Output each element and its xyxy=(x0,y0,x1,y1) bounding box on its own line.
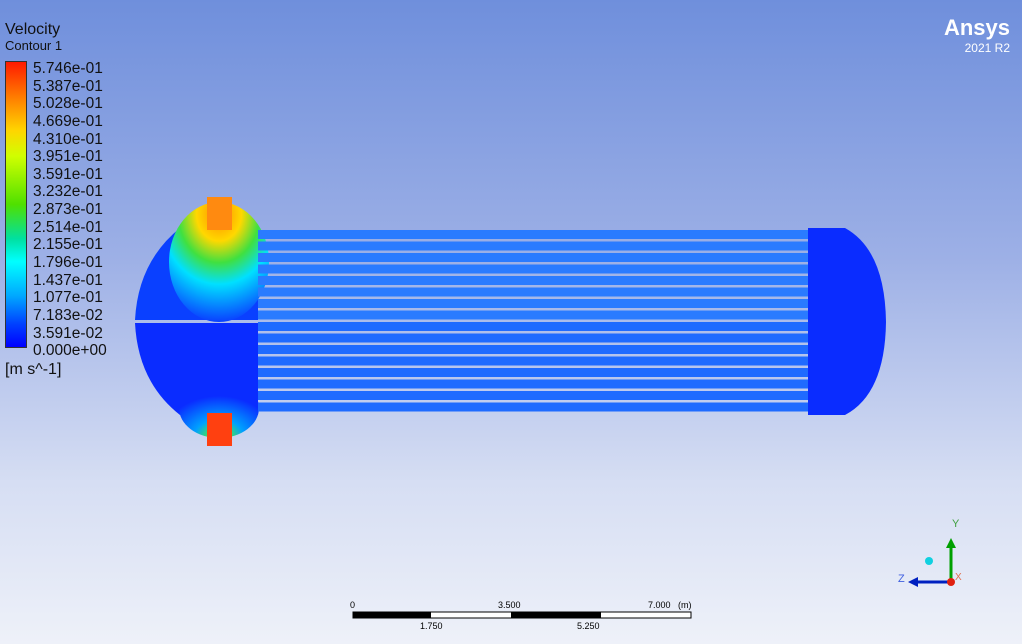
legend-tick: 5.028e-01 xyxy=(33,95,103,113)
legend-tick: 1.437e-01 xyxy=(33,271,103,289)
left-header-top xyxy=(135,202,269,322)
tube xyxy=(258,276,808,285)
legend-tick: 1.796e-01 xyxy=(33,254,103,272)
scale-label-1750: 1.750 xyxy=(420,621,443,631)
inlet-nozzle xyxy=(207,197,232,230)
axis-triad: Y Z X xyxy=(898,518,962,587)
tube xyxy=(258,356,808,366)
tube xyxy=(258,368,808,377)
tube xyxy=(258,264,808,274)
legend-tick: 3.951e-01 xyxy=(33,148,103,166)
legend-tick: 3.591e-02 xyxy=(33,324,103,342)
legend-tick: 3.591e-01 xyxy=(33,165,103,183)
x-axis-dot xyxy=(947,578,955,586)
right-header xyxy=(808,228,886,415)
scale-unit: (m) xyxy=(678,600,692,610)
scale-label-7000: 7.000 xyxy=(648,600,671,610)
legend-tick: 2.514e-01 xyxy=(33,218,103,236)
legend-tick: 4.669e-01 xyxy=(33,112,103,130)
y-label: Y xyxy=(952,518,960,530)
outlet-jet xyxy=(179,378,259,438)
tube xyxy=(258,402,808,412)
legend-tick: 5.387e-01 xyxy=(33,77,103,95)
scale-bar: 0 3.500 7.000 (m) 1.750 5.250 xyxy=(350,600,692,631)
legend-subtitle: Contour 1 xyxy=(5,38,63,53)
color-legend-bar xyxy=(5,61,27,348)
legend-title: Velocity xyxy=(5,21,61,38)
tube xyxy=(258,287,808,297)
outlet-nozzle xyxy=(207,413,232,446)
scale-label-3500: 3.500 xyxy=(498,600,521,610)
x-label: X xyxy=(955,572,962,583)
tube-bundle xyxy=(258,230,808,412)
legend-ticks: 5.746e-01 5.387e-01 5.028e-01 4.669e-01 4.31… xyxy=(33,60,107,360)
tube xyxy=(258,379,808,389)
legend-tick: 5.746e-01 xyxy=(33,60,103,77)
tube xyxy=(258,345,808,354)
legend-tick: 3.232e-01 xyxy=(33,183,103,201)
tube xyxy=(258,230,808,239)
tube xyxy=(258,310,808,320)
brand-version: 2021 R2 xyxy=(964,41,1010,55)
legend-unit: [m s^-1] xyxy=(5,361,62,378)
tube xyxy=(258,299,808,308)
rotation-center-icon xyxy=(925,557,933,565)
legend-tick: 4.310e-01 xyxy=(33,130,103,148)
ansys-logo: Ansys 2021 R2 xyxy=(944,15,1010,55)
legend-tick: 0.000e+00 xyxy=(33,342,107,360)
tube xyxy=(258,322,808,331)
scale-label-0: 0 xyxy=(350,600,355,610)
tube xyxy=(258,333,808,343)
z-label: Z xyxy=(898,573,905,585)
legend-tick: 1.077e-01 xyxy=(33,289,103,307)
tube xyxy=(258,253,808,262)
tube xyxy=(258,391,808,400)
legend-tick: 2.155e-01 xyxy=(33,236,103,254)
legend-tick: 2.873e-01 xyxy=(33,201,103,219)
scale-label-5250: 5.250 xyxy=(577,621,600,631)
brand-name: Ansys xyxy=(943,15,1010,40)
tube xyxy=(258,241,808,251)
legend-tick: 7.183e-02 xyxy=(33,306,103,324)
